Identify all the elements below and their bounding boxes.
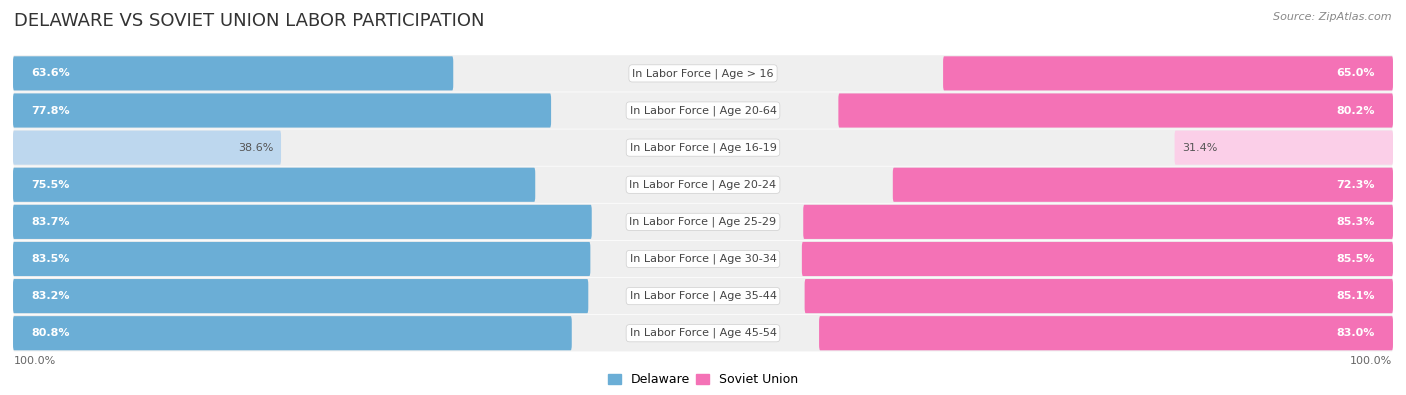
FancyBboxPatch shape	[13, 130, 1393, 166]
Text: In Labor Force | Age 25-29: In Labor Force | Age 25-29	[630, 216, 776, 227]
FancyBboxPatch shape	[13, 242, 591, 276]
Text: 38.6%: 38.6%	[238, 143, 273, 152]
Text: 85.1%: 85.1%	[1336, 291, 1375, 301]
Text: DELAWARE VS SOVIET UNION LABOR PARTICIPATION: DELAWARE VS SOVIET UNION LABOR PARTICIPA…	[14, 12, 485, 30]
Text: 80.8%: 80.8%	[31, 328, 70, 338]
Text: 83.5%: 83.5%	[31, 254, 70, 264]
FancyBboxPatch shape	[804, 279, 1393, 313]
Text: 65.0%: 65.0%	[1336, 68, 1375, 78]
Text: 83.7%: 83.7%	[31, 217, 70, 227]
Text: In Labor Force | Age 20-64: In Labor Force | Age 20-64	[630, 105, 776, 116]
FancyBboxPatch shape	[820, 316, 1393, 350]
FancyBboxPatch shape	[13, 315, 1393, 352]
FancyBboxPatch shape	[13, 279, 588, 313]
FancyBboxPatch shape	[801, 242, 1393, 276]
Text: 85.3%: 85.3%	[1336, 217, 1375, 227]
Text: 75.5%: 75.5%	[31, 180, 70, 190]
FancyBboxPatch shape	[13, 278, 1393, 314]
Text: In Labor Force | Age 20-24: In Labor Force | Age 20-24	[630, 179, 776, 190]
FancyBboxPatch shape	[838, 94, 1393, 128]
FancyBboxPatch shape	[13, 55, 1393, 92]
FancyBboxPatch shape	[943, 56, 1393, 90]
Text: 83.0%: 83.0%	[1336, 328, 1375, 338]
Text: In Labor Force | Age 35-44: In Labor Force | Age 35-44	[630, 291, 776, 301]
FancyBboxPatch shape	[13, 167, 536, 202]
Text: In Labor Force | Age 30-34: In Labor Force | Age 30-34	[630, 254, 776, 264]
FancyBboxPatch shape	[1174, 131, 1393, 165]
Text: In Labor Force | Age 45-54: In Labor Force | Age 45-54	[630, 328, 776, 339]
Text: In Labor Force | Age > 16: In Labor Force | Age > 16	[633, 68, 773, 79]
Text: In Labor Force | Age 16-19: In Labor Force | Age 16-19	[630, 142, 776, 153]
FancyBboxPatch shape	[13, 131, 281, 165]
FancyBboxPatch shape	[13, 241, 1393, 277]
FancyBboxPatch shape	[893, 167, 1393, 202]
Legend: Delaware, Soviet Union: Delaware, Soviet Union	[609, 373, 797, 386]
Text: 77.8%: 77.8%	[31, 105, 70, 115]
Text: 100.0%: 100.0%	[14, 356, 56, 366]
Text: 100.0%: 100.0%	[1350, 356, 1392, 366]
FancyBboxPatch shape	[13, 92, 1393, 129]
Text: 80.2%: 80.2%	[1336, 105, 1375, 115]
FancyBboxPatch shape	[13, 205, 592, 239]
FancyBboxPatch shape	[13, 56, 453, 90]
FancyBboxPatch shape	[13, 316, 572, 350]
FancyBboxPatch shape	[13, 94, 551, 128]
FancyBboxPatch shape	[803, 205, 1393, 239]
Text: 31.4%: 31.4%	[1182, 143, 1218, 152]
Text: 83.2%: 83.2%	[31, 291, 70, 301]
Text: 72.3%: 72.3%	[1336, 180, 1375, 190]
Text: 63.6%: 63.6%	[31, 68, 70, 78]
Text: 85.5%: 85.5%	[1336, 254, 1375, 264]
Text: Source: ZipAtlas.com: Source: ZipAtlas.com	[1274, 12, 1392, 22]
FancyBboxPatch shape	[13, 204, 1393, 240]
FancyBboxPatch shape	[13, 167, 1393, 203]
